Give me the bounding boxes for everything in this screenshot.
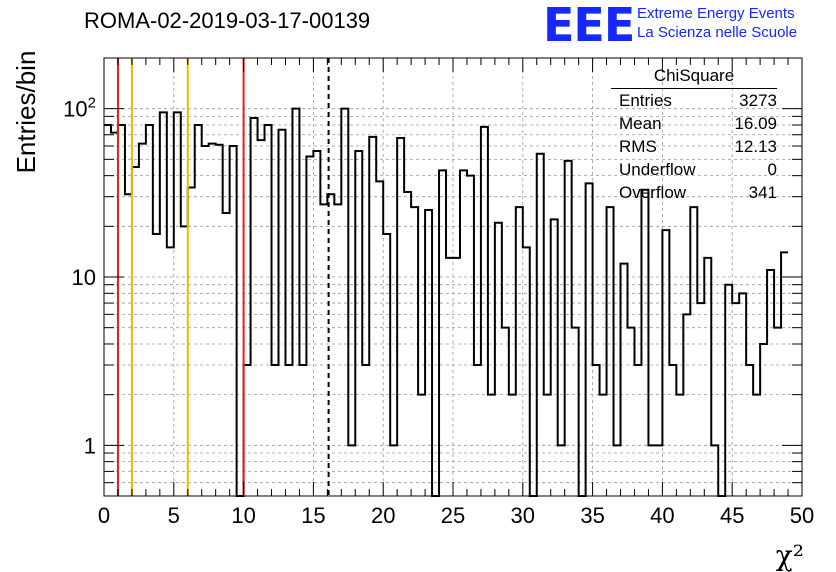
stat-value: 0 [767,160,777,179]
histogram-line [104,107,789,497]
x-tick-label: 40 [650,503,674,528]
stat-row-underflow: Underflow 0 [611,158,777,181]
stat-value: 341 [748,183,777,202]
x-tick-label: 45 [720,503,744,528]
stat-label: Underflow [619,160,696,179]
x-tick-label: 35 [580,503,604,528]
eee-logo: EEE [543,0,635,52]
y-axis-label: Entries/bin [11,51,41,174]
stat-row-entries: Entries 3273 [611,89,777,112]
x-axis-label: χ² [776,539,804,572]
x-tick-label: 15 [301,503,325,528]
x-tick-label: 0 [98,503,110,528]
stat-row-mean: Mean 16.09 [611,112,777,135]
stat-value: 16.09 [734,114,777,133]
axis-ticks: 0 5 10 15 20 25 30 35 40 45 50 1 10 102 [63,57,814,528]
stat-label: RMS [619,137,657,156]
stat-row-rms: RMS 12.13 [611,135,777,158]
page-title: ROMA-02-2019-03-17-00139 [84,8,371,33]
stats-title: ChiSquare [653,66,735,85]
x-tick-label: 25 [441,503,465,528]
logo-subtitle: Extreme Energy Events La Scienza nelle S… [637,4,797,42]
stats-box: ChiSquare Entries 3273 Mean 16.09 RMS 12… [611,66,777,204]
stat-row-overflow: Overflow 341 [611,181,777,204]
x-tick-label: 30 [511,503,535,528]
histogram-series [104,107,789,497]
x-tick-label: 50 [790,503,814,528]
y-tick-label: 102 [63,95,96,122]
logo-subtitle-line1: Extreme Energy Events [637,5,795,22]
x-tick-label: 10 [231,503,255,528]
stat-value: 3273 [739,91,777,110]
reference-lines [116,58,330,496]
stats-divider [611,88,777,89]
stat-value: 12.13 [734,137,777,156]
y-tick-label: 1 [84,433,96,458]
stat-label: Overflow [619,183,687,202]
logo-subtitle-line2: La Scienza nelle Scuole [637,24,798,41]
y-tick-label: 10 [72,265,96,290]
x-tick-label: 5 [168,503,180,528]
stat-label: Entries [619,91,672,110]
x-tick-label: 20 [371,503,395,528]
stat-label: Mean [619,114,662,133]
